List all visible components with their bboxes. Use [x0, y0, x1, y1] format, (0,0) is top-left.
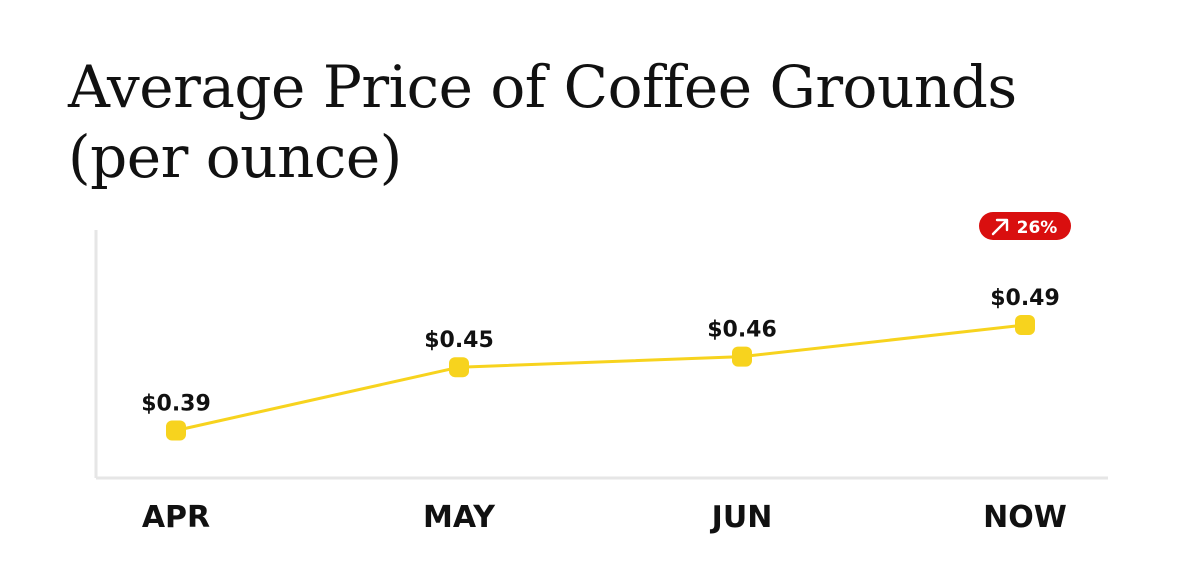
data-point-now — [1015, 314, 1035, 335]
data-label-apr: $0.39 — [141, 392, 211, 417]
data-points — [166, 314, 1035, 441]
data-label-now: $0.49 — [990, 286, 1060, 311]
data-point-jun — [732, 346, 752, 367]
arrow-up-right-icon — [991, 218, 1009, 236]
x-tick-may: MAY — [423, 500, 496, 535]
change-badge-text: 26% — [1017, 218, 1058, 238]
data-label-jun: $0.46 — [707, 318, 777, 343]
data-label-may: $0.45 — [424, 328, 494, 353]
series-line — [175, 323, 1026, 432]
data-point-may — [449, 357, 469, 378]
chart-title-line-1: Average Price of Coffee Grounds — [68, 53, 1017, 121]
x-tick-apr: APR — [142, 500, 210, 535]
chart-title-line-2: (per ounce) — [68, 123, 402, 191]
data-labels: $0.39 $0.45 $0.46 $0.49 — [141, 286, 1060, 417]
x-tick-now: NOW — [983, 500, 1067, 535]
x-tick-labels: APR MAY JUN NOW — [142, 500, 1067, 535]
x-tick-jun: JUN — [710, 500, 773, 535]
chart-title: Average Price of Coffee Grounds (per oun… — [68, 52, 1148, 192]
data-point-apr — [166, 420, 186, 441]
change-badge: 26% — [979, 212, 1071, 240]
